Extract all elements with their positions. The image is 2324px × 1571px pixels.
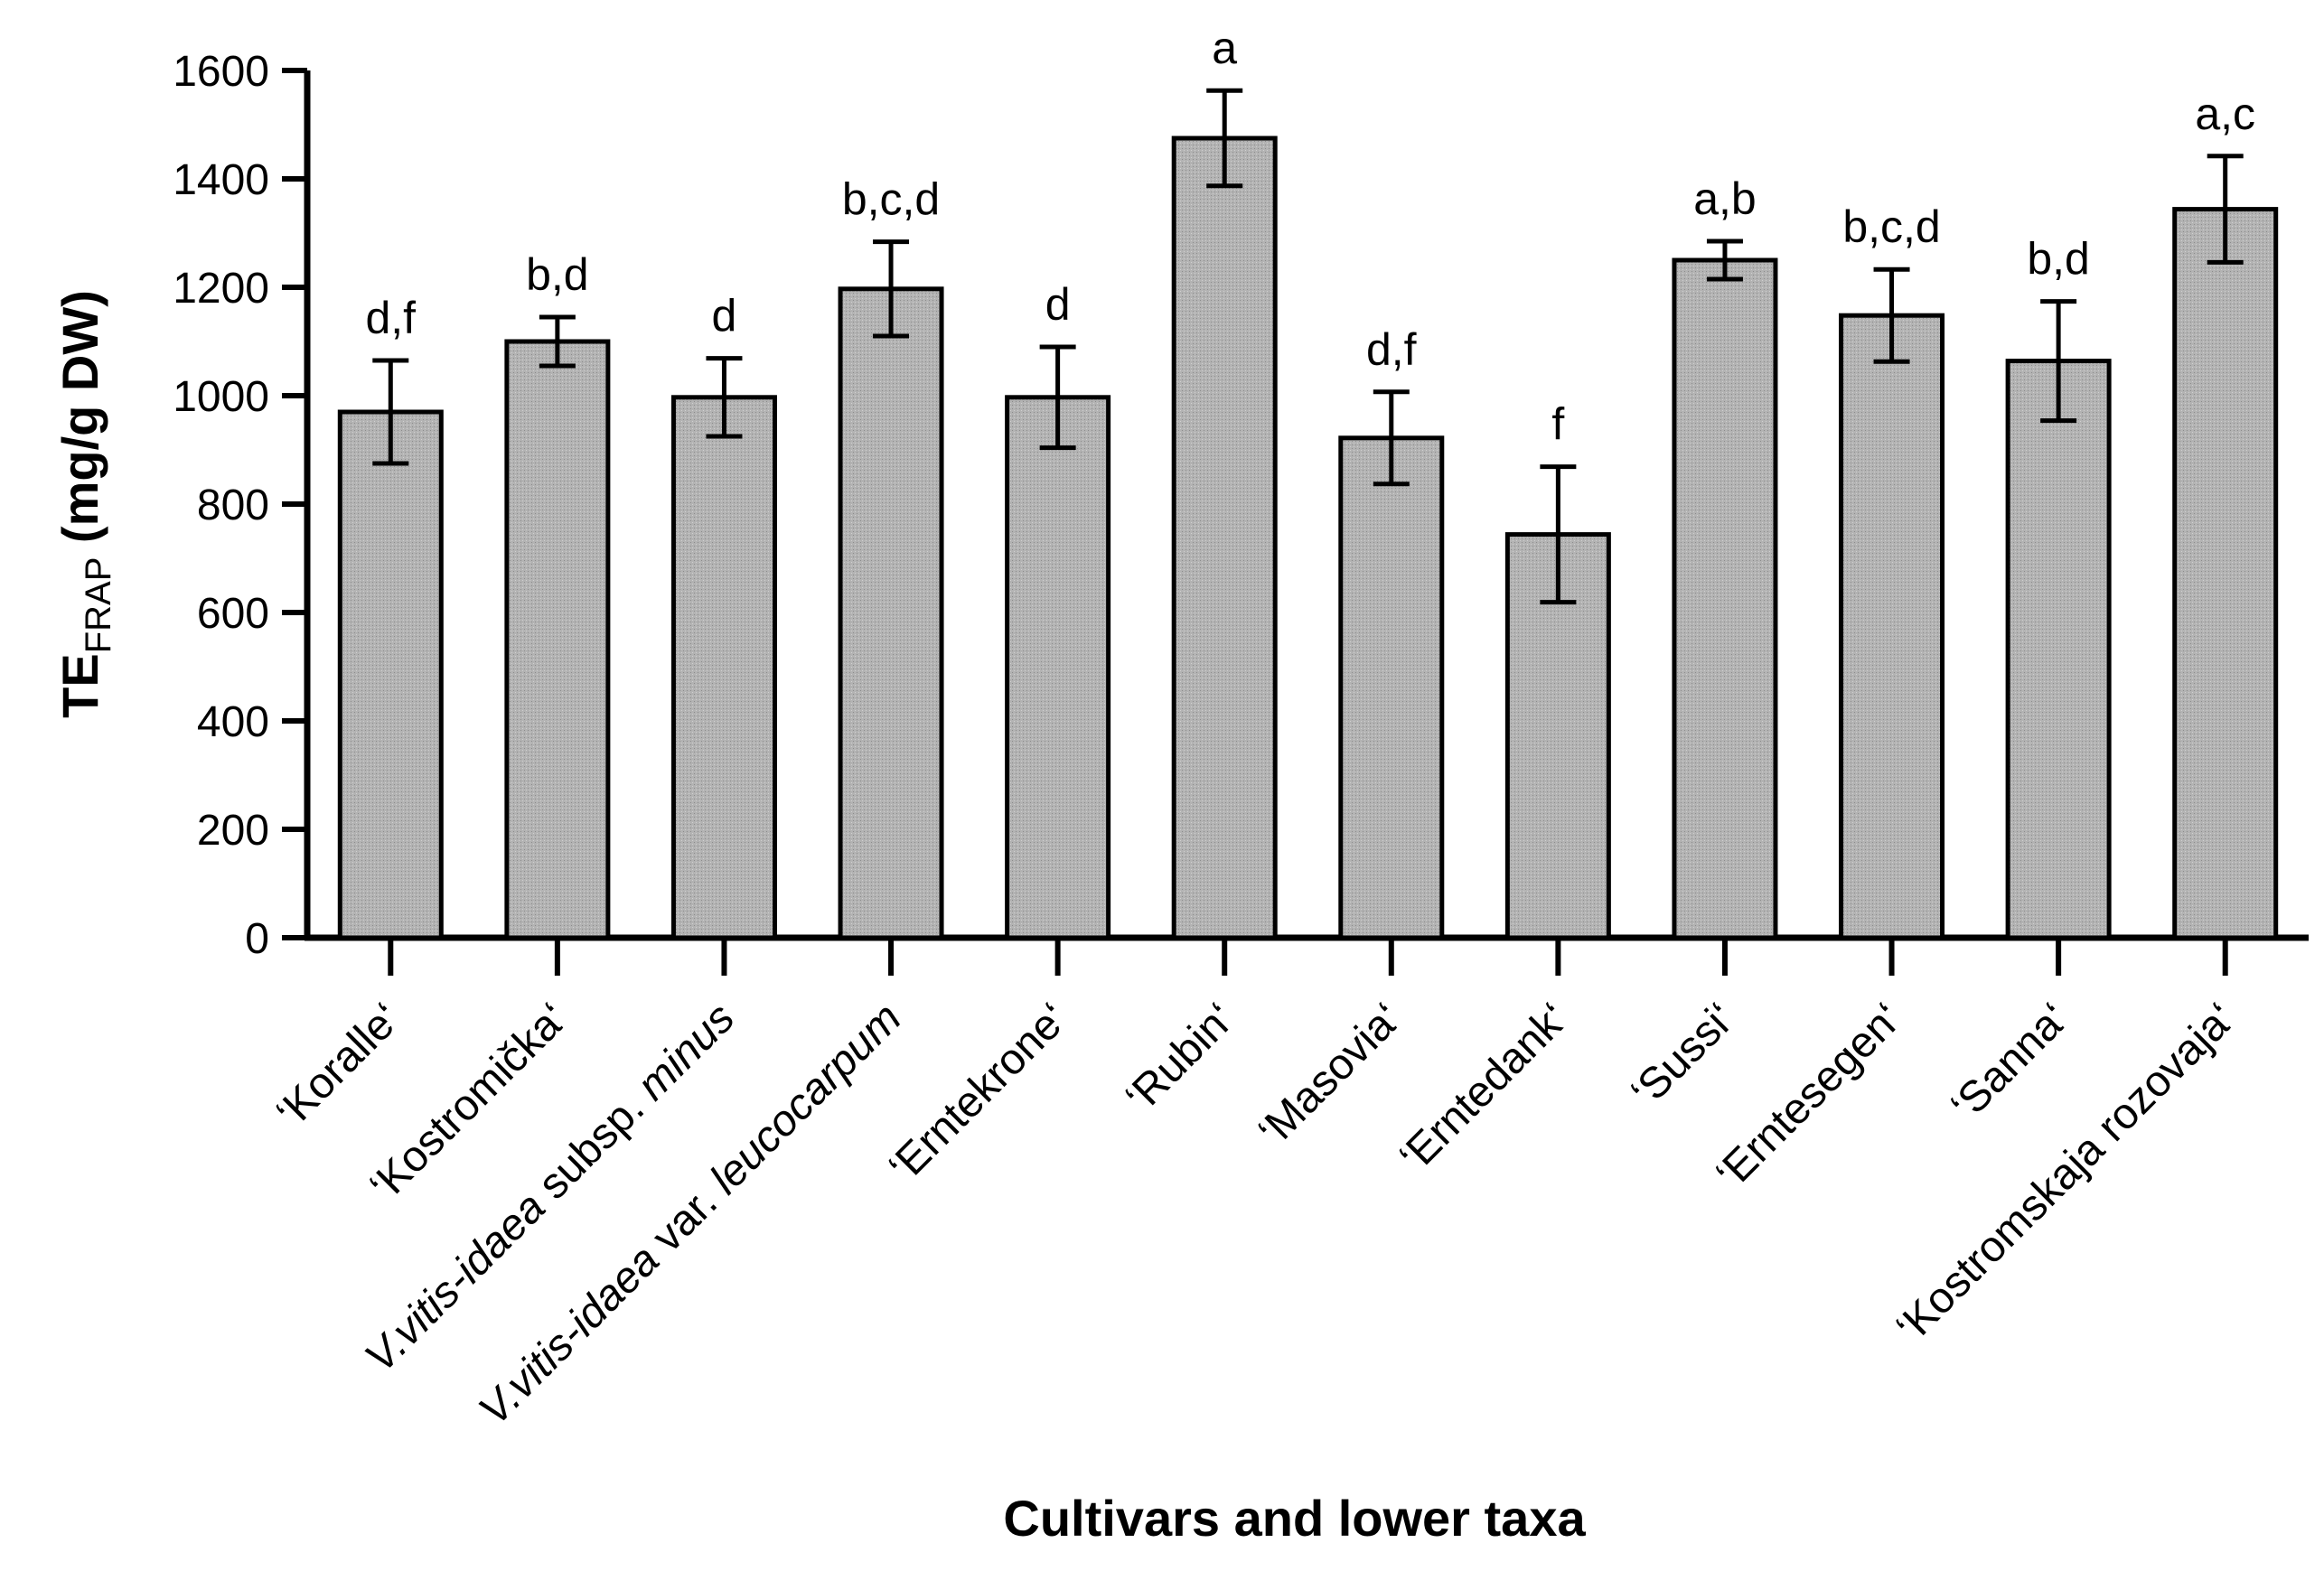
bar-10 — [2005, 359, 2112, 940]
significance-label-7: f — [1551, 399, 1564, 450]
significance-label-6: d,f — [1366, 324, 1417, 375]
bar-2 — [670, 395, 777, 940]
y-tick-label: 200 — [197, 807, 269, 855]
category-label-5: ‘Rubin‘ — [1117, 994, 1244, 1121]
bar-5 — [1171, 136, 1278, 940]
significance-label-2: d — [712, 291, 737, 341]
y-tick-label: 400 — [197, 698, 269, 746]
bar-3 — [838, 286, 944, 940]
y-tick-label: 0 — [245, 915, 269, 963]
y-axis-title: TEFRAP (mg/g DW) — [52, 290, 118, 718]
significance-label-3: b,c,d — [842, 174, 940, 225]
significance-label-1: b,d — [526, 249, 589, 300]
significance-label-0: d,f — [365, 293, 416, 343]
y-tick-label: 1200 — [173, 265, 269, 313]
bar-4 — [1005, 395, 1111, 940]
category-label-6: ‘Masovia‘ — [1250, 994, 1411, 1155]
y-tick-label: 800 — [197, 482, 269, 529]
category-label-10: ‘Sanna‘ — [1942, 994, 2078, 1130]
bar-8 — [1672, 257, 1778, 940]
category-label-7: ‘Erntedank‘ — [1391, 994, 1578, 1181]
bar-11 — [2172, 207, 2279, 940]
category-label-11: ‘Kostromskaja rozovaja‘ — [1888, 994, 2245, 1351]
category-label-8: ‘Sussi‘ — [1622, 994, 1745, 1117]
y-tick-label: 1000 — [173, 373, 269, 421]
bar-1 — [504, 339, 611, 940]
significance-label-10: b,d — [2027, 234, 2090, 285]
x-axis-title: Cultivars and lower taxa — [1003, 1490, 1586, 1547]
significance-label-5: a — [1212, 23, 1237, 73]
bar-0 — [337, 409, 444, 940]
error-bars — [372, 88, 2244, 605]
axes: 0 200 400 600 800 1000 1200 1400 1600 — [173, 48, 2309, 976]
significance-label-8: a,b — [1693, 173, 1757, 224]
bar-6 — [1338, 435, 1445, 940]
y-tick-label: 1400 — [173, 156, 269, 204]
significance-label-4: d — [1045, 279, 1071, 330]
category-label-0: ‘Koralle‘ — [267, 994, 410, 1136]
significance-label-11: a,c — [2195, 89, 2255, 139]
significance-label-9: b,c,d — [1842, 201, 1940, 252]
bars — [337, 136, 2279, 940]
category-label-4: ‘Erntekrone‘ — [880, 994, 1078, 1192]
y-tick-label: 1600 — [173, 48, 269, 96]
bar-9 — [1839, 313, 1945, 940]
y-tick-label: 600 — [197, 590, 269, 638]
